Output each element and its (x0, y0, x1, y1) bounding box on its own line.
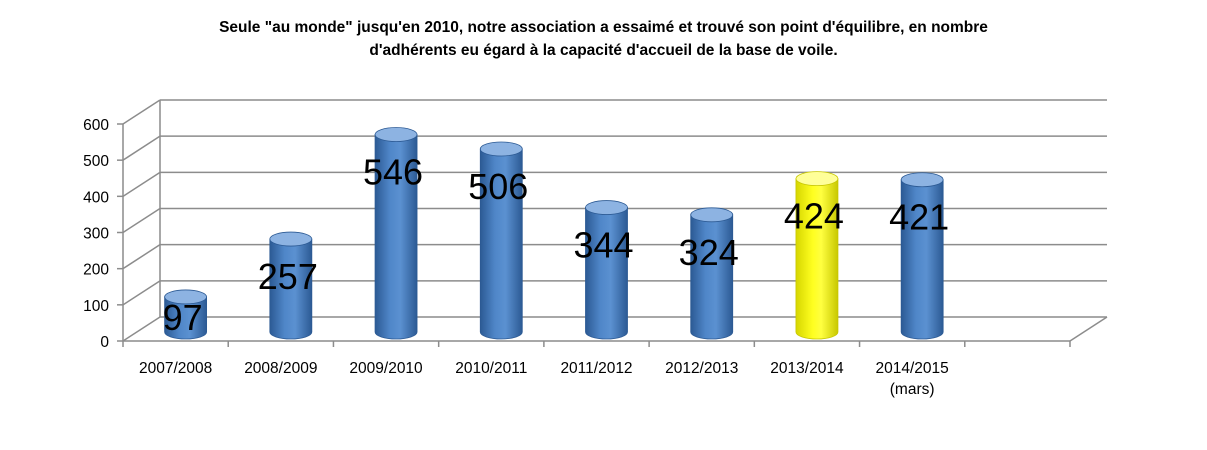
y-tick-label-200: 200 (83, 262, 109, 279)
bar-body-2 (374, 134, 418, 340)
gridline-side-0 (122, 316, 161, 342)
gridline-side-200 (122, 244, 161, 270)
bar-top-5 (690, 207, 734, 223)
data-label-6: 424 (784, 196, 844, 237)
bar-1 (269, 231, 313, 340)
bar-0 (164, 289, 208, 340)
data-label-5: 324 (679, 232, 739, 273)
chart-title-line-2: d'adhérents eu égard à la capacité d'acc… (369, 42, 838, 59)
data-label-7: 421 (889, 197, 949, 238)
bar-top-7 (900, 172, 944, 188)
gridline-side-400 (122, 171, 161, 197)
chart-title-line-1: Seule "au monde" jusqu'en 2010, notre as… (219, 19, 988, 36)
bar-6 (795, 171, 839, 340)
gridline-side-500 (122, 135, 161, 161)
gridline-side-600 (122, 99, 161, 125)
bar-7 (900, 172, 944, 340)
y-tick-label-300: 300 (83, 226, 109, 243)
bar-top-2 (374, 127, 418, 142)
bar-top-1 (269, 231, 313, 247)
bar-body-7 (900, 179, 944, 340)
y-tick-label-0: 0 (100, 334, 109, 351)
bar-body-6 (795, 178, 839, 340)
category-label-7: 2014/2015 (876, 360, 949, 377)
floor-right-edge (1069, 316, 1108, 342)
category-label-4: 2011/2012 (560, 360, 632, 377)
category-label-0: 2007/2008 (139, 360, 212, 377)
bars-layer (164, 127, 944, 340)
category-label-2: 2009/2010 (349, 360, 423, 377)
bar-3 (479, 141, 523, 340)
bar-body-3 (479, 148, 523, 340)
gridline-side-300 (122, 207, 161, 234)
bar-body-4 (585, 207, 628, 340)
data-label-2: 546 (363, 152, 423, 193)
bar-top-6 (795, 171, 839, 187)
bar-top-3 (479, 141, 523, 157)
bar-body-5 (690, 214, 734, 340)
bar-top-0 (164, 289, 208, 305)
labels-layer: 0 100 200 300 400 500 600 97 2007/2008 257 2008/20… (83, 117, 949, 398)
data-label-3: 506 (468, 166, 528, 207)
grid-layer (117, 99, 1108, 347)
category-label-7-line-1: (mars) (890, 381, 935, 398)
bar-2 (374, 127, 418, 340)
data-label-0: 97 (163, 297, 203, 338)
data-label-1: 257 (258, 256, 318, 297)
gridline-side-100 (122, 280, 161, 306)
bar-body-0 (164, 296, 208, 340)
y-tick-label-600: 600 (83, 117, 109, 134)
category-label-5: 2012/2013 (665, 360, 738, 377)
bar-top-4 (585, 200, 628, 215)
y-tick-label-100: 100 (83, 298, 109, 315)
bar-5 (690, 207, 734, 340)
y-tick-label-400: 400 (83, 189, 109, 206)
category-label-1: 2008/2009 (244, 360, 317, 377)
y-tick-label-500: 500 (83, 153, 109, 170)
chart-title: Seule "au monde" jusqu'en 2010, notre as… (0, 16, 1207, 62)
bar-4 (585, 200, 628, 340)
data-label-4: 344 (573, 225, 633, 266)
category-label-6: 2013/2014 (770, 360, 844, 377)
category-label-3: 2010/2011 (455, 360, 527, 377)
bar-body-1 (269, 238, 313, 340)
